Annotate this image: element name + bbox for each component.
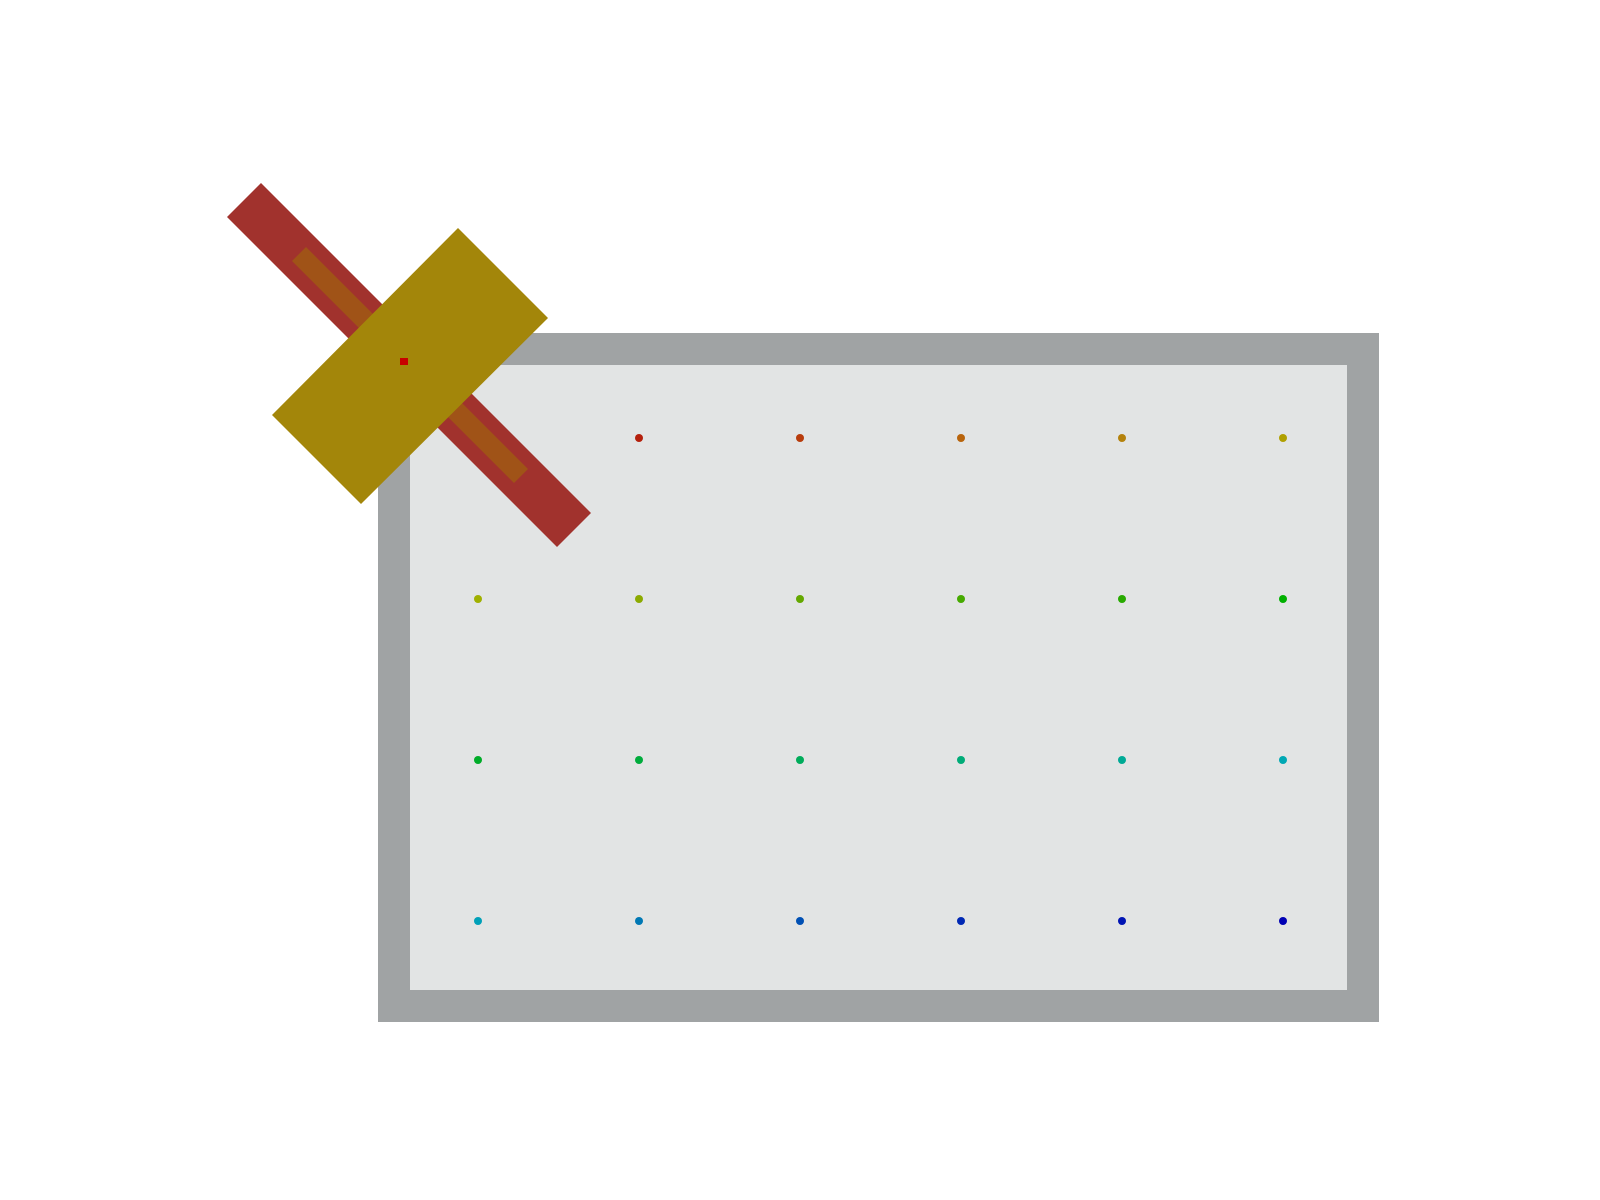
target-point [1279, 595, 1287, 603]
table-surface [410, 365, 1347, 990]
target-point [957, 595, 965, 603]
target-point [796, 434, 804, 442]
target-point [1279, 917, 1287, 925]
target-point [957, 434, 965, 442]
target-point [635, 756, 643, 764]
end-effector-marker [400, 358, 408, 365]
target-point [1279, 434, 1287, 442]
target-point [796, 756, 804, 764]
target-point [474, 595, 482, 603]
target-point [635, 434, 643, 442]
target-point [1279, 756, 1287, 764]
target-point [957, 756, 965, 764]
target-point [474, 917, 482, 925]
target-point [796, 595, 804, 603]
target-point [796, 917, 804, 925]
target-point [957, 917, 965, 925]
target-point [474, 756, 482, 764]
table [378, 333, 1379, 1022]
gripper[interactable] [227, 183, 591, 547]
target-point [1118, 595, 1126, 603]
target-point [635, 595, 643, 603]
gripper-body [272, 228, 548, 504]
target-point [1118, 917, 1126, 925]
target-point [1118, 756, 1126, 764]
target-point [635, 917, 643, 925]
target-point-grid [474, 434, 1287, 925]
target-point [1118, 434, 1126, 442]
